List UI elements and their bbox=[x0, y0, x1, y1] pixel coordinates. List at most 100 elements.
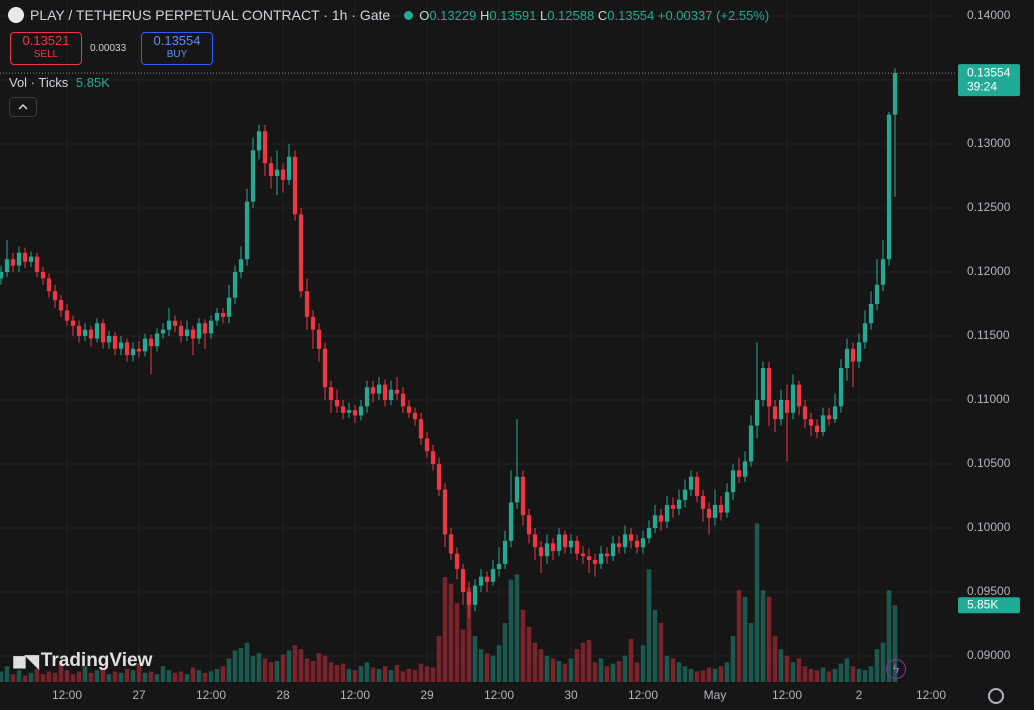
volume-bar bbox=[790, 662, 796, 682]
alert-icon[interactable]: ϟ bbox=[886, 659, 906, 679]
candle-body bbox=[76, 325, 82, 337]
candle-body bbox=[346, 410, 352, 413]
volume-bar bbox=[22, 675, 28, 682]
volume-bar bbox=[208, 671, 214, 682]
candle-body bbox=[466, 592, 472, 605]
volume-label: 5.85K bbox=[967, 597, 998, 611]
sell-button[interactable]: 0.13521 SELL bbox=[10, 32, 82, 65]
buy-button[interactable]: 0.13554 BUY bbox=[141, 32, 213, 65]
volume-bar bbox=[52, 672, 58, 682]
volume-bar bbox=[808, 668, 814, 682]
candle-body bbox=[844, 348, 850, 369]
volume-bar bbox=[298, 649, 304, 682]
volume-bar bbox=[700, 670, 706, 682]
volume-bar bbox=[484, 653, 490, 682]
volume-bar bbox=[382, 666, 388, 682]
candle-body bbox=[196, 323, 202, 339]
candle-body bbox=[172, 320, 178, 326]
volume-bar bbox=[748, 622, 754, 682]
volume-bar bbox=[232, 650, 238, 682]
volume-bar bbox=[418, 663, 424, 682]
candle-body bbox=[112, 336, 118, 349]
volume-bar bbox=[16, 670, 22, 682]
candle-body bbox=[304, 291, 310, 317]
volume-bar bbox=[76, 671, 82, 682]
volume-bar bbox=[406, 668, 412, 682]
candle-body bbox=[772, 406, 778, 420]
ohlc-value: 0.12588 bbox=[547, 7, 595, 23]
candle-body bbox=[316, 329, 322, 349]
candle-body bbox=[118, 342, 124, 349]
candle-body bbox=[640, 538, 646, 548]
x-tick-label: 30 bbox=[564, 688, 578, 702]
volume-bar bbox=[220, 666, 226, 682]
volume-bar bbox=[250, 655, 256, 682]
candle-body bbox=[574, 540, 580, 554]
volume-bar bbox=[778, 649, 784, 682]
volume-bar bbox=[718, 666, 724, 682]
volume-bar bbox=[256, 653, 262, 682]
volume-bar bbox=[202, 672, 208, 682]
volume-bar bbox=[448, 583, 454, 682]
volume-bar bbox=[886, 590, 892, 682]
volume-bar bbox=[586, 640, 592, 682]
volume-bar bbox=[328, 662, 334, 682]
volume-bar bbox=[592, 662, 598, 682]
candle-body bbox=[58, 300, 64, 311]
candle-body bbox=[226, 297, 232, 317]
candle-body bbox=[622, 534, 628, 548]
candle-body bbox=[520, 476, 526, 516]
candle-body bbox=[862, 323, 868, 343]
volume-bar bbox=[4, 666, 10, 682]
x-tick-label: 12:00 bbox=[772, 688, 802, 702]
volume-bar bbox=[556, 661, 562, 682]
candle-body bbox=[514, 476, 520, 503]
volume-bar bbox=[550, 658, 556, 682]
x-tick-label: 12:00 bbox=[196, 688, 226, 702]
x-tick-label: 12:00 bbox=[340, 688, 370, 702]
candle-body bbox=[190, 329, 196, 339]
candle-body bbox=[4, 259, 10, 273]
candle-body bbox=[280, 169, 286, 180]
candle-body bbox=[322, 348, 328, 388]
candle-body bbox=[250, 150, 256, 202]
candle-body bbox=[28, 256, 34, 262]
volume-bar bbox=[154, 674, 160, 682]
volume-bar bbox=[190, 667, 196, 682]
watermark-text: TradingView bbox=[40, 650, 153, 671]
candle-body bbox=[214, 312, 220, 321]
candle-body bbox=[700, 496, 706, 509]
candle-body bbox=[484, 576, 490, 582]
collapse-button[interactable] bbox=[9, 97, 37, 117]
volume-bar bbox=[160, 666, 166, 682]
volume-bar bbox=[856, 668, 862, 682]
candle-body bbox=[394, 389, 400, 394]
volume-bar bbox=[754, 523, 760, 682]
settings-icon[interactable] bbox=[988, 688, 1004, 704]
y-tick-label: 0.09000 bbox=[967, 648, 1011, 662]
candle-body bbox=[340, 406, 346, 413]
volume-bar bbox=[28, 672, 34, 682]
candle-body bbox=[130, 348, 136, 356]
volume-bar bbox=[838, 663, 844, 682]
volume-bar bbox=[40, 674, 46, 682]
candle-body bbox=[370, 387, 376, 394]
candle-body bbox=[142, 338, 148, 352]
volume-bar bbox=[358, 666, 364, 682]
volume-bar bbox=[640, 645, 646, 682]
volume-bar bbox=[424, 666, 430, 682]
candle-body bbox=[694, 476, 700, 497]
volume-bar bbox=[508, 579, 514, 682]
candle-body bbox=[262, 131, 268, 164]
candle-body bbox=[730, 470, 736, 493]
volume-bar bbox=[136, 663, 142, 682]
volume-bar bbox=[148, 671, 154, 682]
symbol-icon bbox=[8, 7, 24, 23]
candle-body bbox=[286, 156, 292, 180]
candle-body bbox=[244, 201, 250, 260]
candle-body bbox=[292, 156, 298, 215]
candle-body bbox=[40, 272, 46, 279]
candle-body bbox=[826, 415, 832, 420]
candle-body bbox=[334, 400, 340, 407]
volume-bar bbox=[442, 577, 448, 682]
